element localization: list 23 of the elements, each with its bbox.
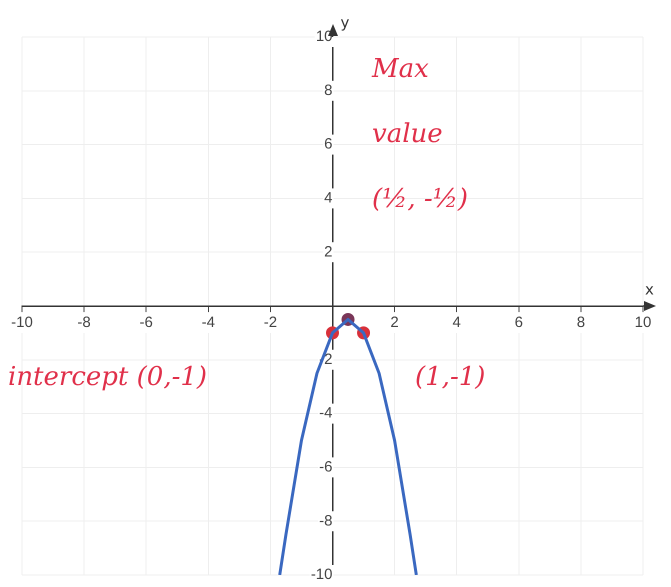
text: Max value (½, -½) xyxy=(372,54,468,214)
x-tick-label: -2 xyxy=(264,314,278,332)
y-tick-label: 2 xyxy=(324,243,332,260)
annotation: (1,-1) xyxy=(415,362,486,392)
y-tick-label: 8 xyxy=(324,82,332,99)
x-tick-label: -10 xyxy=(11,314,33,332)
x-axis-title: x xyxy=(645,280,654,298)
y-tick-label: -8 xyxy=(319,512,332,530)
y-tick-label: -10 xyxy=(310,566,332,584)
x-tick-label: 8 xyxy=(576,314,586,332)
annotation: intercept (0,-1) xyxy=(8,362,208,392)
x-tick-label: -6 xyxy=(140,314,153,332)
x-tick-label: -4 xyxy=(202,314,215,332)
x-tick-label: 10 xyxy=(634,314,652,332)
y-tick-label: 6 xyxy=(324,136,332,153)
x-tick-label: 2 xyxy=(390,314,399,332)
y-tick-label: -4 xyxy=(319,404,332,422)
y-tick-label: 4 xyxy=(324,190,332,207)
x-tick-label: 6 xyxy=(514,314,523,332)
y-axis-title: y xyxy=(340,13,350,32)
x-tick-label: -8 xyxy=(77,314,91,332)
x-tick-label: 4 xyxy=(452,314,461,332)
y-tick-label: -6 xyxy=(319,458,332,476)
